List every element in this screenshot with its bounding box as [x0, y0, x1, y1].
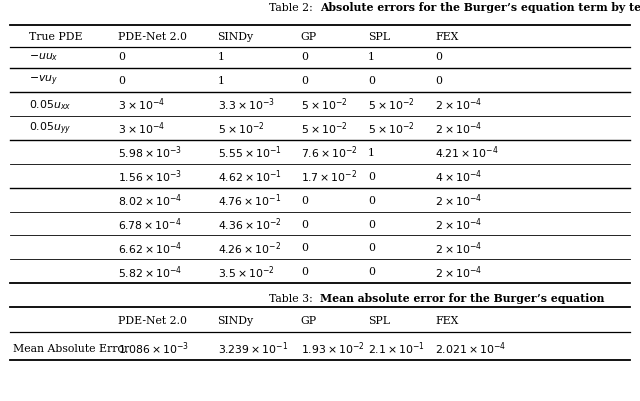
Text: $1.93 \times 10^{-2}$: $1.93 \times 10^{-2}$ [301, 340, 365, 356]
Text: $2 \times 10^{-4}$: $2 \times 10^{-4}$ [435, 216, 482, 232]
Text: $4.36 \times 10^{-2}$: $4.36 \times 10^{-2}$ [218, 216, 282, 232]
Text: GP: GP [301, 316, 317, 326]
Text: $3.239 \times 10^{-1}$: $3.239 \times 10^{-1}$ [218, 340, 288, 356]
Text: $2 \times 10^{-4}$: $2 \times 10^{-4}$ [435, 96, 482, 113]
Text: Table 3:: Table 3: [269, 293, 320, 303]
Text: 0: 0 [435, 76, 442, 86]
Text: 1: 1 [218, 76, 225, 86]
Text: True PDE: True PDE [29, 32, 83, 42]
Text: SINDy: SINDy [218, 316, 253, 326]
Text: Table 2:: Table 2: [269, 3, 320, 13]
Text: $5 \times 10^{-2}$: $5 \times 10^{-2}$ [368, 120, 415, 137]
Text: 0: 0 [368, 267, 375, 277]
Text: FEX: FEX [435, 32, 459, 42]
Text: $7.6 \times 10^{-2}$: $7.6 \times 10^{-2}$ [301, 144, 358, 161]
Text: $5 \times 10^{-2}$: $5 \times 10^{-2}$ [218, 120, 264, 137]
Text: $3.3 \times 10^{-3}$: $3.3 \times 10^{-3}$ [218, 96, 275, 113]
Text: 1: 1 [368, 148, 375, 157]
Text: 0: 0 [118, 76, 125, 86]
Text: $2.021 \times 10^{-4}$: $2.021 \times 10^{-4}$ [435, 340, 506, 356]
Text: $2 \times 10^{-4}$: $2 \times 10^{-4}$ [435, 239, 482, 256]
Text: $4.62 \times 10^{-1}$: $4.62 \times 10^{-1}$ [218, 168, 282, 184]
Text: PDE-Net 2.0: PDE-Net 2.0 [118, 32, 188, 42]
Text: $1.7 \times 10^{-2}$: $1.7 \times 10^{-2}$ [301, 168, 357, 184]
Text: 0: 0 [301, 219, 308, 229]
Text: $5 \times 10^{-2}$: $5 \times 10^{-2}$ [301, 120, 348, 137]
Text: $0.05u_{yy}$: $0.05u_{yy}$ [29, 120, 71, 137]
Text: $2 \times 10^{-4}$: $2 \times 10^{-4}$ [435, 263, 482, 280]
Text: $2.1 \times 10^{-1}$: $2.1 \times 10^{-1}$ [368, 340, 425, 356]
Text: $4.21 \times 10^{-4}$: $4.21 \times 10^{-4}$ [435, 144, 499, 161]
Text: SPL: SPL [368, 32, 390, 42]
Text: $3 \times 10^{-4}$: $3 \times 10^{-4}$ [118, 120, 165, 137]
Text: $2 \times 10^{-4}$: $2 \times 10^{-4}$ [435, 192, 482, 209]
Text: $6.78 \times 10^{-4}$: $6.78 \times 10^{-4}$ [118, 216, 182, 232]
Text: $1.086 \times 10^{-3}$: $1.086 \times 10^{-3}$ [118, 340, 189, 356]
Text: $3 \times 10^{-4}$: $3 \times 10^{-4}$ [118, 96, 165, 113]
Text: 0: 0 [301, 52, 308, 62]
Text: SPL: SPL [368, 316, 390, 326]
Text: Absolute errors for the Burger’s equation term by term: Absolute errors for the Burger’s equatio… [320, 2, 640, 13]
Text: $3.5 \times 10^{-2}$: $3.5 \times 10^{-2}$ [218, 263, 275, 280]
Text: GP: GP [301, 32, 317, 42]
Text: 0: 0 [118, 52, 125, 62]
Text: PDE-Net 2.0: PDE-Net 2.0 [118, 316, 188, 326]
Text: $4.76 \times 10^{-1}$: $4.76 \times 10^{-1}$ [218, 192, 281, 209]
Text: $5.98 \times 10^{-3}$: $5.98 \times 10^{-3}$ [118, 144, 182, 161]
Text: 0: 0 [368, 219, 375, 229]
Text: 0: 0 [301, 243, 308, 253]
Text: $5.82 \times 10^{-4}$: $5.82 \times 10^{-4}$ [118, 263, 182, 280]
Text: 0: 0 [368, 171, 375, 181]
Text: $-uu_x$: $-uu_x$ [29, 51, 58, 63]
Text: 0: 0 [301, 195, 308, 205]
Text: $4.26 \times 10^{-2}$: $4.26 \times 10^{-2}$ [218, 239, 281, 256]
Text: $5.55 \times 10^{-1}$: $5.55 \times 10^{-1}$ [218, 144, 282, 161]
Text: 0: 0 [368, 76, 375, 86]
Text: $8.02 \times 10^{-4}$: $8.02 \times 10^{-4}$ [118, 192, 182, 209]
Text: $6.62 \times 10^{-4}$: $6.62 \times 10^{-4}$ [118, 239, 182, 256]
Text: $-vu_y$: $-vu_y$ [29, 74, 58, 88]
Text: SINDy: SINDy [218, 32, 253, 42]
Text: Mean absolute error for the Burger’s equation: Mean absolute error for the Burger’s equ… [320, 292, 604, 303]
Text: 0: 0 [301, 76, 308, 86]
Text: $2 \times 10^{-4}$: $2 \times 10^{-4}$ [435, 120, 482, 137]
Text: 1: 1 [368, 52, 375, 62]
Text: $0.05u_{xx}$: $0.05u_{xx}$ [29, 98, 71, 111]
Text: 0: 0 [301, 267, 308, 277]
Text: 1: 1 [218, 52, 225, 62]
Text: 0: 0 [368, 195, 375, 205]
Text: Mean Absolute Error: Mean Absolute Error [13, 343, 129, 353]
Text: FEX: FEX [435, 316, 459, 326]
Text: 0: 0 [368, 243, 375, 253]
Text: $1.56 \times 10^{-3}$: $1.56 \times 10^{-3}$ [118, 168, 182, 184]
Text: $5 \times 10^{-2}$: $5 \times 10^{-2}$ [301, 96, 348, 113]
Text: $5 \times 10^{-2}$: $5 \times 10^{-2}$ [368, 96, 415, 113]
Text: $4 \times 10^{-4}$: $4 \times 10^{-4}$ [435, 168, 482, 184]
Text: 0: 0 [435, 52, 442, 62]
